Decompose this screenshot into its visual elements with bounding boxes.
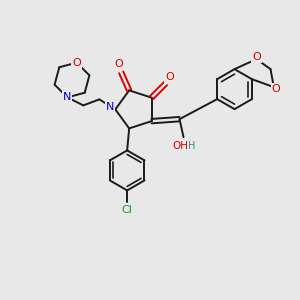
Text: OH: OH [172, 141, 188, 151]
Text: O: O [115, 59, 124, 69]
Text: O: O [72, 58, 81, 68]
Text: N: N [63, 92, 71, 102]
Text: N: N [106, 102, 115, 112]
Text: Cl: Cl [122, 206, 133, 215]
Text: O: O [272, 84, 280, 94]
Text: O: O [165, 72, 174, 82]
Text: O: O [252, 52, 261, 62]
Text: H: H [188, 141, 195, 151]
